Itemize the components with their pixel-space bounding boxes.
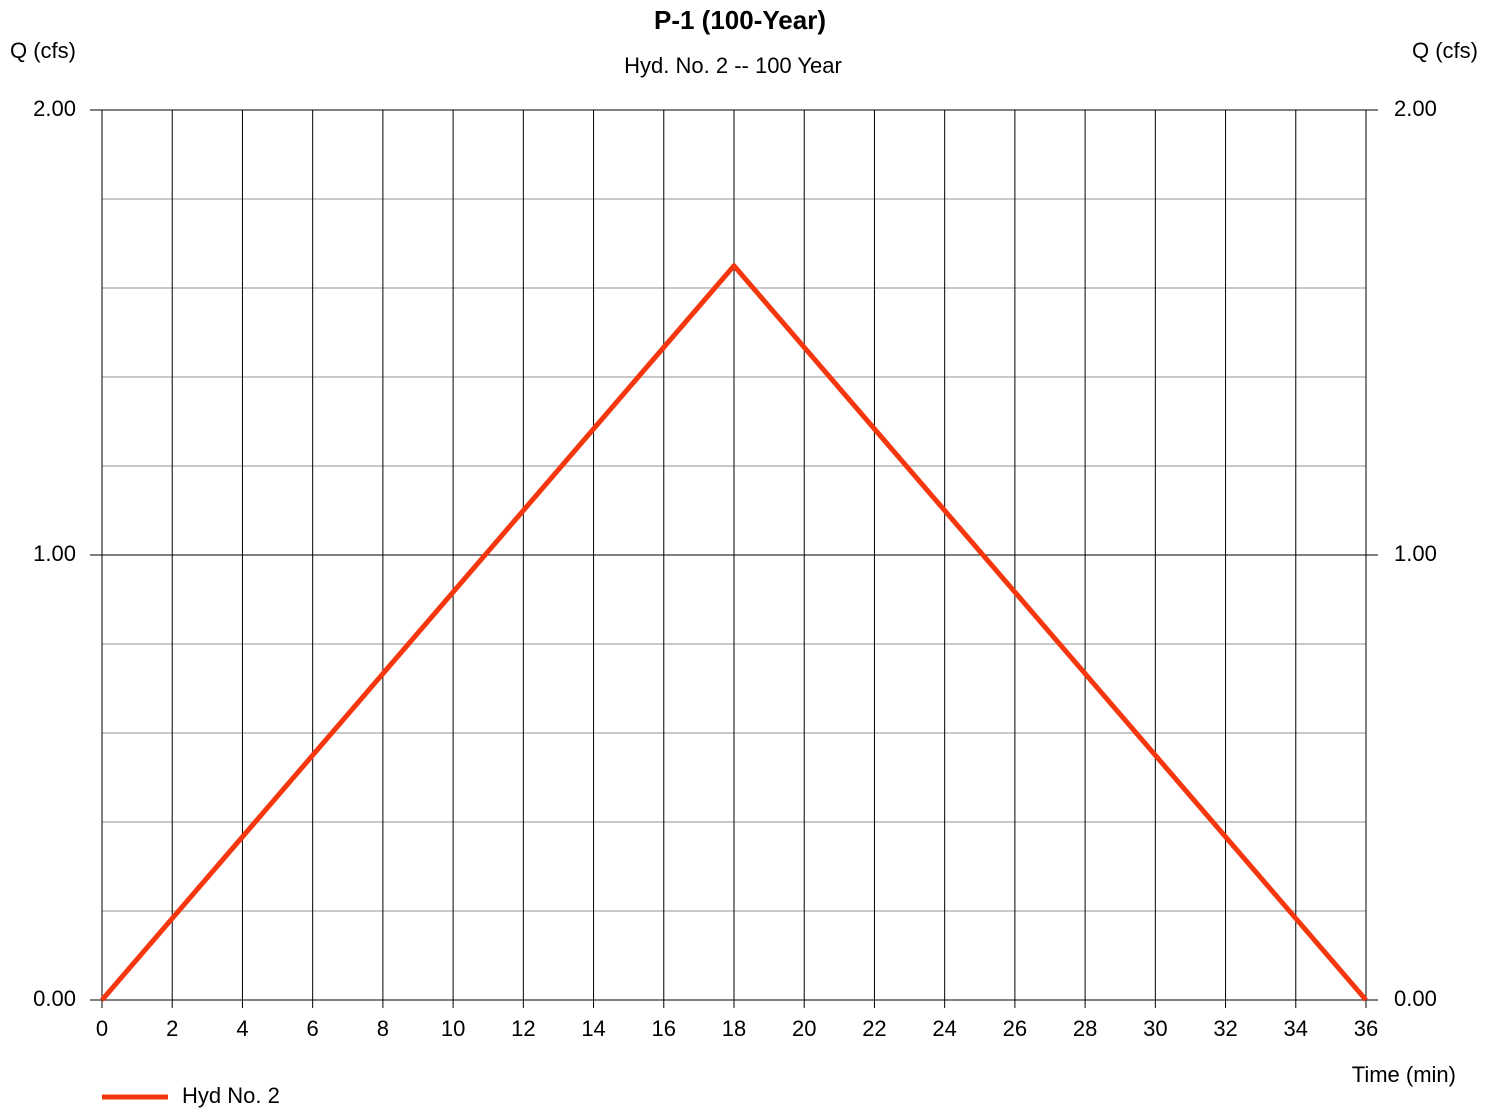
x-tick-label: 6	[307, 1016, 319, 1041]
x-tick-label: 14	[581, 1016, 605, 1041]
y-tick-label: 0.00	[33, 986, 76, 1011]
x-tick-label: 24	[932, 1016, 956, 1041]
y2-tick-label: 1.00	[1394, 541, 1437, 566]
x-tick-label: 30	[1143, 1016, 1167, 1041]
chart-subtitle: Hyd. No. 2 -- 100 Year	[624, 53, 842, 78]
x-tick-label: 26	[1003, 1016, 1027, 1041]
y2-tick-label: 2.00	[1394, 96, 1437, 121]
x-tick-label: 4	[236, 1016, 248, 1041]
x-tick-label: 32	[1213, 1016, 1237, 1041]
x-tick-label: 28	[1073, 1016, 1097, 1041]
y-tick-label: 1.00	[33, 541, 76, 566]
x-tick-label: 8	[377, 1016, 389, 1041]
x-tick-label: 10	[441, 1016, 465, 1041]
x-tick-label: 36	[1354, 1016, 1378, 1041]
x-axis-label: Time (min)	[1352, 1062, 1456, 1087]
y-axis-label: Q (cfs)	[10, 38, 76, 63]
chart-title: P-1 (100-Year)	[654, 5, 826, 35]
y2-tick-label: 0.00	[1394, 986, 1437, 1011]
x-tick-label: 2	[166, 1016, 178, 1041]
x-tick-label: 22	[862, 1016, 886, 1041]
legend-label: Hyd No. 2	[182, 1083, 280, 1108]
y-tick-label: 2.00	[33, 96, 76, 121]
x-tick-label: 20	[792, 1016, 816, 1041]
x-tick-label: 16	[652, 1016, 676, 1041]
x-tick-label: 18	[722, 1016, 746, 1041]
x-tick-label: 0	[96, 1016, 108, 1041]
x-tick-label: 12	[511, 1016, 535, 1041]
data-line	[100, 263, 1368, 1002]
y2-axis-label: Q (cfs)	[1412, 38, 1478, 63]
x-tick-label: 34	[1284, 1016, 1308, 1041]
